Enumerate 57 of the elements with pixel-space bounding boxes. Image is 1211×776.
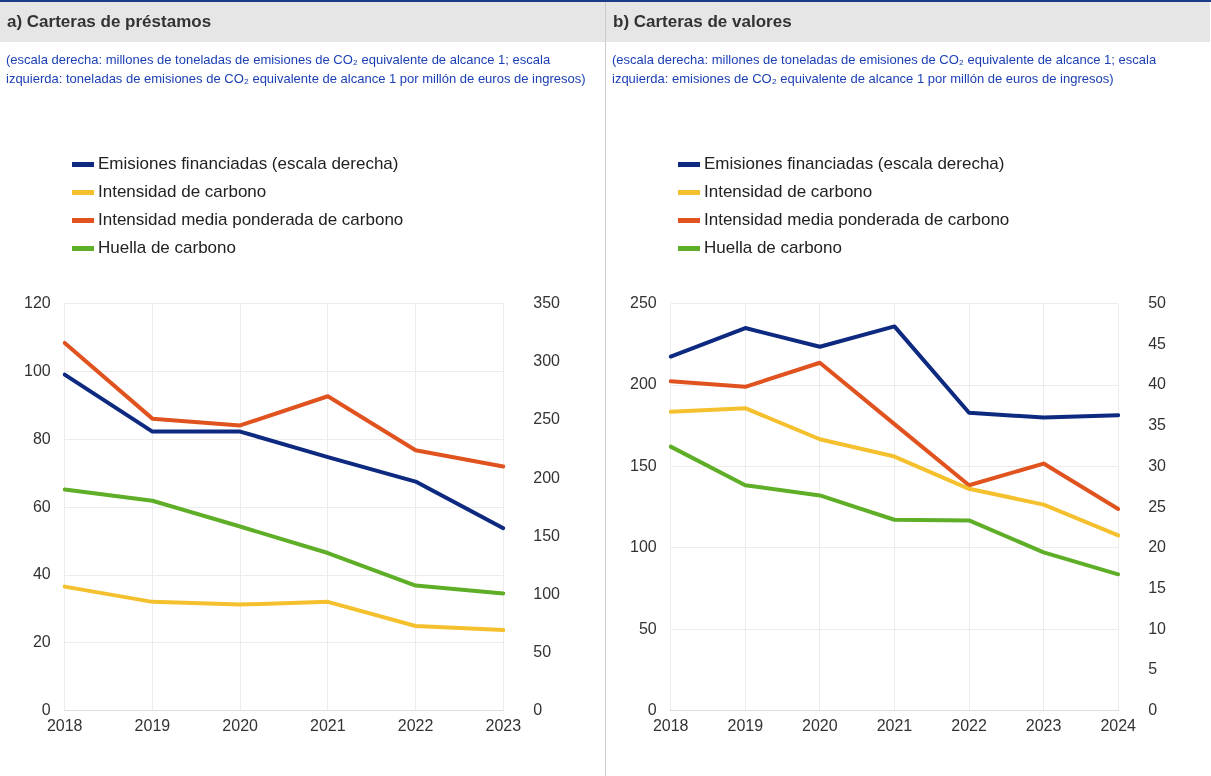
y-tick-label: 200	[629, 375, 657, 393]
y2-tick-label: 15	[1148, 579, 1167, 597]
legend-label: Huella de carbono	[704, 238, 842, 258]
legend-label: Intensidad de carbono	[704, 182, 873, 202]
legend-label: Intensidad media ponderada de carbono	[704, 210, 1010, 230]
x-tick-label: 2023	[485, 716, 522, 734]
legend-label: Intensidad media ponderada de carbono	[98, 210, 404, 230]
y2-tick-label: 350	[533, 294, 561, 312]
y-tick-label: 80	[32, 429, 51, 447]
legend-label: Huella de carbono	[98, 238, 236, 258]
x-tick-label: 2024	[1100, 716, 1137, 734]
legend-label: Emisiones financiadas (escala derecha)	[98, 154, 399, 174]
y-tick-label: 20	[32, 633, 51, 651]
y2-tick-label: 35	[1148, 416, 1167, 434]
y2-tick-label: 45	[1148, 334, 1167, 352]
y2-tick-label: 50	[1148, 294, 1167, 312]
y2-tick-label: 25	[1148, 497, 1167, 515]
y-tick-label: 0	[41, 701, 51, 719]
y2-tick-label: 300	[533, 352, 561, 370]
y2-tick-label: 40	[1148, 375, 1167, 393]
chart-title: b) Carteras de valores	[606, 2, 1210, 42]
y-tick-label: 100	[629, 538, 657, 556]
x-tick-label: 2018	[46, 716, 83, 734]
y2-tick-label: 0	[533, 701, 543, 719]
x-tick-label: 2022	[951, 716, 987, 734]
x-tick-label: 2019	[727, 716, 764, 734]
y2-tick-label: 100	[533, 584, 561, 602]
y2-tick-label: 150	[533, 526, 561, 544]
y-tick-label: 50	[638, 619, 657, 637]
x-tick-label: 2021	[876, 716, 913, 734]
x-tick-label: 2018	[652, 716, 689, 734]
legend-label: Emisiones financiadas (escala derecha)	[704, 154, 1005, 174]
y-tick-label: 250	[629, 294, 657, 312]
y-tick-label: 120	[23, 294, 51, 312]
x-tick-label: 2020	[802, 716, 838, 734]
chart-subtitle: (escala derecha: millones de toneladas de emisiones de CO₂ equivalente de alcance 1; escala izquierda: toneladas de emisiones de CO₂ equivalente de alcance 1 por millón de euros de ingresos)	[5, 51, 587, 88]
y-tick-label: 60	[32, 497, 51, 515]
y2-tick-label: 10	[1148, 619, 1167, 637]
x-tick-label: 2022	[397, 716, 434, 734]
x-tick-label: 2023	[1025, 716, 1062, 734]
x-tick-label: 2021	[310, 716, 346, 734]
y-tick-label: 0	[647, 701, 657, 719]
x-tick-label: 2019	[134, 716, 171, 734]
y2-tick-label: 5	[1148, 660, 1158, 678]
y2-tick-label: 0	[1148, 701, 1158, 719]
y2-tick-label: 30	[1148, 456, 1167, 474]
legend-label: Intensidad de carbono	[98, 182, 267, 202]
y2-tick-label: 200	[533, 468, 561, 486]
y-tick-label: 150	[629, 456, 657, 474]
chart-subtitle: (escala derecha: millones de toneladas de emisiones de CO₂ equivalente de alcance 1; escala izquierda: emisiones de CO₂ equivalente de alcance 1 por millón de euros de ingresos)	[611, 51, 1158, 88]
y2-tick-label: 250	[533, 410, 561, 428]
y-tick-label: 100	[23, 361, 51, 379]
y-tick-label: 40	[32, 565, 51, 583]
chart-title: a) Carteras de préstamos	[0, 2, 605, 42]
y2-tick-label: 20	[1148, 538, 1167, 556]
y2-tick-label: 50	[533, 643, 552, 661]
x-tick-label: 2020	[222, 716, 259, 734]
